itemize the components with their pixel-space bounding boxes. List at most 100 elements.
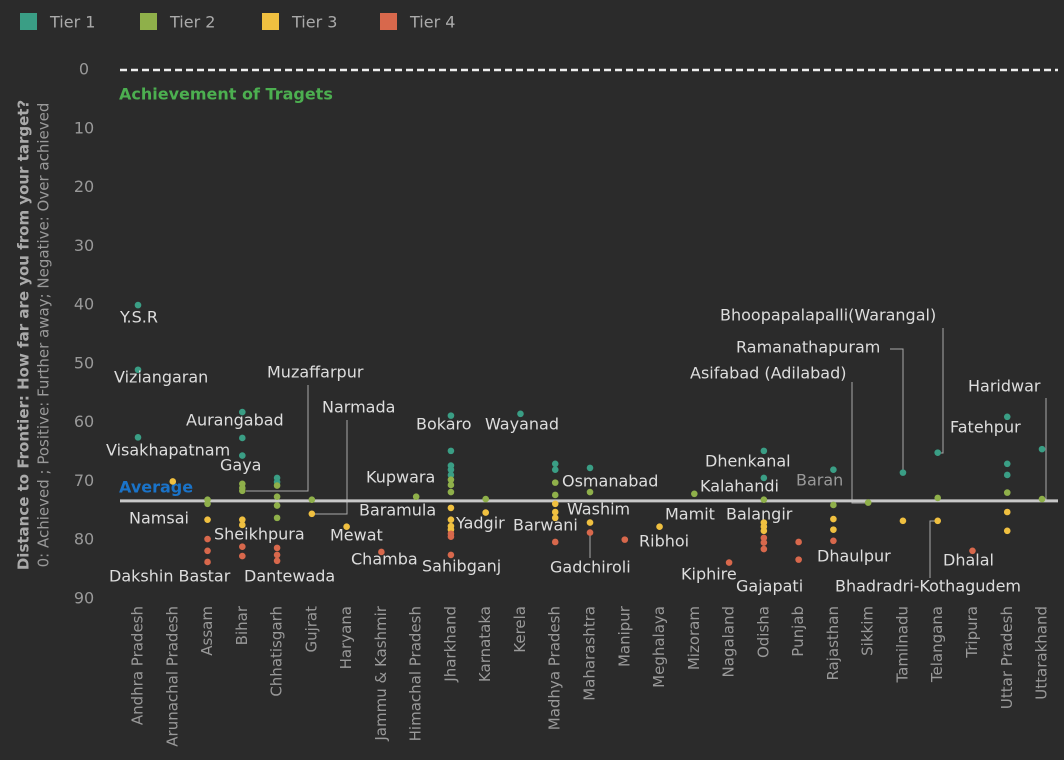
leader-line	[246, 385, 309, 492]
dot	[760, 474, 768, 482]
legend-swatch	[380, 13, 397, 30]
dot	[273, 502, 281, 509]
x-tick-label: Manipur	[615, 605, 633, 667]
dot	[795, 538, 802, 546]
annotation: Asifabad (Adilabad)	[690, 364, 846, 383]
x-tick-label: Punjab	[789, 606, 807, 657]
leader-line	[314, 420, 348, 515]
x-tick-label: Sikkim	[859, 606, 877, 656]
x-tick-label: Tripura	[963, 606, 981, 659]
dot	[760, 496, 768, 503]
annotation: Sahibganj	[422, 557, 501, 576]
dot	[134, 301, 142, 309]
dot	[447, 481, 455, 489]
dot	[830, 537, 837, 545]
dot	[586, 529, 594, 536]
dot	[517, 410, 524, 418]
dot	[551, 491, 559, 499]
x-tick-label: Rajasthan	[824, 606, 842, 681]
dot	[1003, 471, 1011, 479]
annotation: Dantewada	[244, 567, 335, 586]
x-tick-label: Maharashtra	[581, 606, 599, 701]
legend-label: Tier 3	[291, 13, 337, 32]
dot	[830, 515, 837, 523]
dot	[621, 536, 629, 543]
x-tick-label: Bihar	[233, 605, 251, 645]
annotation: Yadgir	[455, 514, 505, 533]
dot	[1003, 413, 1011, 421]
dot	[482, 495, 490, 503]
dot	[551, 460, 559, 468]
dot	[447, 516, 455, 523]
dot	[760, 527, 768, 535]
dot	[551, 500, 559, 508]
annotation: Ribhoi	[639, 532, 689, 551]
dot	[378, 548, 385, 556]
x-tick-label: Mizoram	[685, 606, 703, 670]
dot	[760, 545, 768, 553]
annotation: Dhenkanal	[705, 452, 791, 471]
dot	[447, 504, 455, 512]
dot	[343, 523, 350, 531]
dot	[551, 508, 559, 516]
average-label: Average	[119, 477, 193, 496]
legend-swatch	[262, 13, 279, 30]
dot	[308, 510, 316, 518]
x-tick-label: Arunachal Pradesh	[163, 606, 181, 747]
dot	[239, 452, 246, 459]
annotation: Bokaro	[416, 415, 472, 434]
legend-label: Tier 2	[169, 13, 215, 32]
dot	[1003, 527, 1011, 535]
annotation: Bhoopapalapalli(Warangal)	[720, 306, 936, 325]
annotation: Viziangaran	[114, 368, 208, 387]
dot	[551, 466, 559, 473]
annotation: Dhalal	[943, 551, 994, 570]
dot	[969, 547, 976, 555]
x-tick-label: Gujrat	[302, 606, 320, 653]
dot	[760, 447, 768, 455]
dot	[586, 519, 594, 526]
x-tick-label: Karnataka	[476, 606, 494, 682]
dot	[1038, 495, 1046, 503]
x-tick-label: Haryana	[337, 606, 355, 669]
y-tick-label: 0	[79, 60, 89, 79]
dot	[239, 543, 246, 550]
dot	[934, 494, 942, 502]
legend-swatch	[20, 13, 37, 30]
y-axis-title: Distance to Frontier: How far are you fr…	[15, 100, 33, 570]
dot	[239, 516, 246, 523]
annotation: Y.S.R	[119, 308, 158, 327]
dot	[1003, 489, 1011, 496]
dot	[239, 487, 246, 495]
dot	[864, 499, 872, 506]
annotation: Baramula	[359, 501, 436, 520]
dot	[447, 471, 455, 479]
legend-label: Tier 4	[409, 13, 455, 32]
x-tick-label: Madhya Pradesh	[546, 606, 564, 730]
legend-swatch	[140, 13, 157, 30]
annotation: Kiphire	[681, 565, 737, 584]
dot	[204, 535, 211, 543]
leader-line	[890, 348, 904, 472]
annotation: Haridwar	[968, 377, 1041, 396]
x-tick-label: Meghalaya	[650, 606, 668, 688]
dot	[760, 539, 768, 546]
annotation: Gaya	[220, 456, 261, 475]
dot	[239, 521, 246, 529]
x-tick-label: Telangana	[928, 606, 946, 683]
x-tick-label: Andhra Pradesh	[129, 606, 147, 725]
legend-label: Tier 1	[49, 13, 95, 32]
dot	[239, 552, 246, 560]
x-tick-label: Jammu & Kashmir	[372, 605, 390, 741]
dot	[760, 534, 768, 542]
x-tick-label: Uttar Pradesh	[998, 606, 1016, 709]
x-tick-label: Assam	[198, 606, 216, 656]
y-tick-label: 30	[74, 236, 94, 255]
y-tick-label: 90	[74, 589, 94, 608]
dot	[586, 488, 594, 496]
annotation: Visakhapatnam	[106, 441, 230, 460]
dot	[586, 464, 594, 472]
dot	[447, 447, 455, 455]
